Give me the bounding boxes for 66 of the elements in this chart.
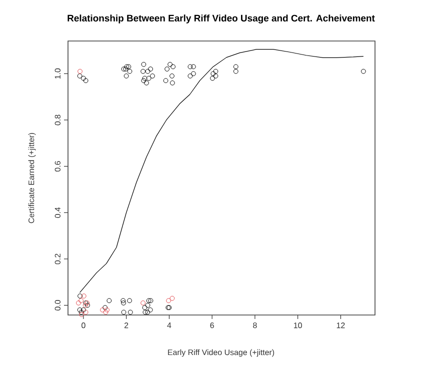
point	[77, 307, 82, 312]
point	[166, 298, 171, 304]
point	[80, 76, 86, 81]
point	[121, 300, 126, 306]
point	[144, 80, 149, 86]
point	[83, 78, 88, 84]
point	[78, 294, 82, 298]
point	[142, 76, 148, 81]
point	[163, 78, 168, 84]
point	[213, 74, 218, 78]
point	[100, 307, 105, 312]
point	[190, 64, 196, 70]
point	[126, 64, 132, 70]
point	[148, 307, 153, 312]
point	[123, 66, 128, 72]
point	[210, 76, 215, 81]
point	[188, 64, 193, 70]
point	[148, 298, 154, 304]
point	[77, 74, 82, 78]
point	[145, 310, 150, 315]
point	[127, 298, 132, 304]
point	[233, 64, 238, 70]
point	[168, 62, 172, 67]
point	[233, 68, 238, 74]
point	[76, 300, 81, 306]
point	[170, 80, 175, 86]
point	[210, 71, 216, 76]
point	[170, 296, 175, 301]
point	[190, 71, 196, 76]
point	[170, 64, 176, 70]
point	[141, 62, 146, 67]
point	[78, 310, 84, 315]
point	[145, 302, 150, 308]
point	[146, 298, 152, 304]
point	[106, 298, 112, 304]
point	[170, 74, 174, 78]
point	[85, 302, 90, 308]
point	[188, 74, 193, 78]
point	[124, 74, 129, 78]
point	[140, 68, 146, 74]
point	[360, 68, 366, 74]
point	[127, 68, 132, 74]
point	[124, 64, 130, 70]
point	[103, 310, 108, 315]
point	[83, 310, 88, 315]
point	[140, 300, 146, 306]
point	[82, 302, 88, 308]
point	[213, 68, 218, 74]
point	[145, 68, 150, 74]
point	[146, 76, 152, 81]
point	[81, 294, 86, 298]
point	[80, 307, 86, 312]
point	[164, 66, 170, 72]
chart-title: Relationship Between Early Riff Video Usage and Cert. Acheivement	[68, 14, 375, 24]
point	[141, 78, 146, 84]
point	[78, 298, 84, 304]
point	[120, 298, 126, 304]
point	[78, 68, 82, 74]
point	[142, 310, 148, 315]
point	[150, 74, 155, 78]
point	[121, 310, 126, 315]
point	[148, 66, 153, 72]
point	[121, 66, 126, 72]
point	[142, 305, 148, 310]
point	[79, 312, 84, 317]
point	[128, 310, 133, 315]
